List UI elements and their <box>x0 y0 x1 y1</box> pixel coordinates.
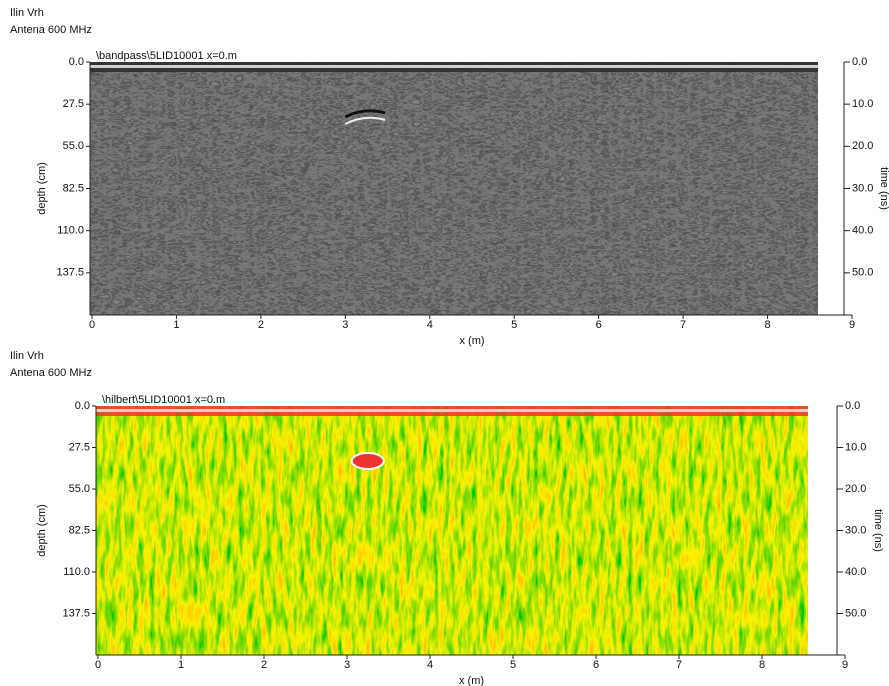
x-tick-label: 6 <box>596 319 602 331</box>
y-tick-label: 137.5 <box>56 267 84 279</box>
x-tick-label: 5 <box>510 659 516 671</box>
y-tick-label: 0.0 <box>75 400 90 412</box>
y2-tick-label: 50.0 <box>852 267 873 279</box>
x-axis-label: x (m) <box>459 675 484 686</box>
y-tick-label: 27.5 <box>63 98 84 110</box>
y-axis-label: depth (cm) <box>36 504 48 557</box>
x-tick-label: 8 <box>759 659 765 671</box>
x-tick-label: 9 <box>849 319 855 331</box>
x-tick-label: 7 <box>676 659 682 671</box>
y-tick-label: 0.0 <box>69 56 84 68</box>
y2-axis-label: time (ns) <box>872 509 884 552</box>
y2-tick-label: 40.0 <box>852 225 873 237</box>
x-tick-label: 7 <box>680 319 686 331</box>
radargram-image <box>96 406 808 655</box>
y-tick-label: 110.0 <box>57 225 84 237</box>
x-tick-label: 3 <box>344 659 350 671</box>
x-tick-label: 0 <box>89 319 95 331</box>
y-tick-label: 110.0 <box>63 566 90 578</box>
x-tick-label: 9 <box>842 659 848 671</box>
x-tick-label: 1 <box>178 659 184 671</box>
chart-title: Ilin Vrh <box>10 7 44 19</box>
y2-tick-label: 0.0 <box>845 400 860 412</box>
y2-axis-label: time (ns) <box>878 167 889 210</box>
x-tick-label: 2 <box>261 659 267 671</box>
y2-tick-label: 20.0 <box>852 140 873 152</box>
y-axis-label: depth (cm) <box>36 162 48 215</box>
y-tick-label: 82.5 <box>69 524 90 536</box>
chart-subtitle: Antena 600 MHz <box>10 367 92 379</box>
surface-band <box>96 409 808 412</box>
panel-header: \bandpass\5LID10001 x=0.m <box>96 50 237 62</box>
y-tick-label: 27.5 <box>69 441 90 453</box>
x-tick-label: 8 <box>764 319 770 331</box>
x-axis-label: x (m) <box>459 335 484 347</box>
y2-tick-label: 10.0 <box>852 98 873 110</box>
radargram-image <box>90 62 818 315</box>
x-tick-label: 4 <box>427 319 433 331</box>
chart-subtitle: Antena 600 MHz <box>10 24 92 36</box>
y2-tick-label: 0.0 <box>852 56 867 68</box>
page: Ilin Vrh Antena 600 MHz \bandpass\5LID1000… <box>0 0 889 686</box>
y2-tick-label: 30.0 <box>852 182 873 194</box>
y2-tick-label: 10.0 <box>845 441 866 453</box>
x-tick-label: 0 <box>95 659 101 671</box>
x-tick-label: 5 <box>511 319 517 331</box>
y-tick-label: 82.5 <box>63 182 84 194</box>
y-tick-label: 55.0 <box>69 483 90 495</box>
surface-band <box>90 65 818 68</box>
y2-tick-label: 40.0 <box>845 566 866 578</box>
y-tick-label: 137.5 <box>62 607 90 619</box>
x-tick-label: 3 <box>342 319 348 331</box>
y2-tick-label: 50.0 <box>845 607 866 619</box>
y2-tick-label: 20.0 <box>845 483 866 495</box>
x-tick-label: 2 <box>258 319 264 331</box>
anomaly <box>352 453 384 469</box>
panel-header: \hilbert\5LID10001 x=0.m <box>102 394 225 406</box>
chart-title: Ilin Vrh <box>10 350 44 362</box>
y2-tick-label: 30.0 <box>845 524 866 536</box>
x-tick-label: 6 <box>593 659 599 671</box>
x-tick-label: 4 <box>427 659 433 671</box>
y-tick-label: 55.0 <box>63 140 84 152</box>
x-tick-label: 1 <box>173 319 179 331</box>
